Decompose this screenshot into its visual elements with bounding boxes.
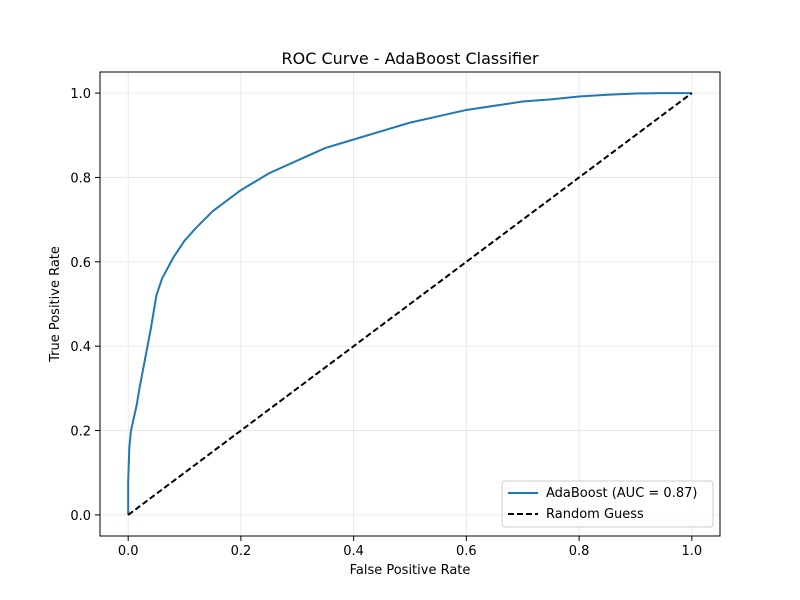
x-tick-label-0: 0.0 — [118, 544, 139, 559]
y-tick-label-5: 1.0 — [70, 87, 91, 102]
x-tick-label-3: 0.6 — [456, 544, 477, 559]
chart-title: ROC Curve - AdaBoost Classifier — [281, 49, 538, 68]
legend-label-adaboost: AdaBoost (AUC = 0.87) — [546, 486, 697, 501]
x-tick-label-2: 0.4 — [343, 544, 364, 559]
y-axis-title: True Positive Rate — [48, 246, 63, 363]
y-tick-label-0: 0.0 — [70, 509, 91, 524]
x-axis-title: False Positive Rate — [350, 563, 471, 578]
grid — [100, 72, 720, 536]
legend: AdaBoost (AUC = 0.87) Random Guess — [501, 480, 714, 528]
plot-area-frame — [99, 71, 721, 537]
y-tick-label-2: 0.4 — [70, 340, 91, 355]
series-line-0 — [127, 92, 692, 515]
y-tick-label-3: 0.6 — [70, 256, 91, 271]
x-tick-label-5: 1.0 — [681, 544, 702, 559]
y-tick-label-1: 0.2 — [70, 425, 91, 440]
legend-box — [501, 480, 714, 528]
y-tick-label-4: 0.8 — [70, 171, 91, 186]
series-line-1 — [127, 92, 693, 516]
x-tick-label-4: 0.8 — [569, 544, 590, 559]
ticks: 0.0 0.2 0.4 0.6 0.8 1.0 0.0 0.2 0.4 0.6 0.8 1.0 — [70, 87, 702, 559]
legend-label-random-guess: Random Guess — [546, 507, 644, 522]
x-tick-label-1: 0.2 — [231, 544, 252, 559]
plot-series — [127, 92, 693, 516]
